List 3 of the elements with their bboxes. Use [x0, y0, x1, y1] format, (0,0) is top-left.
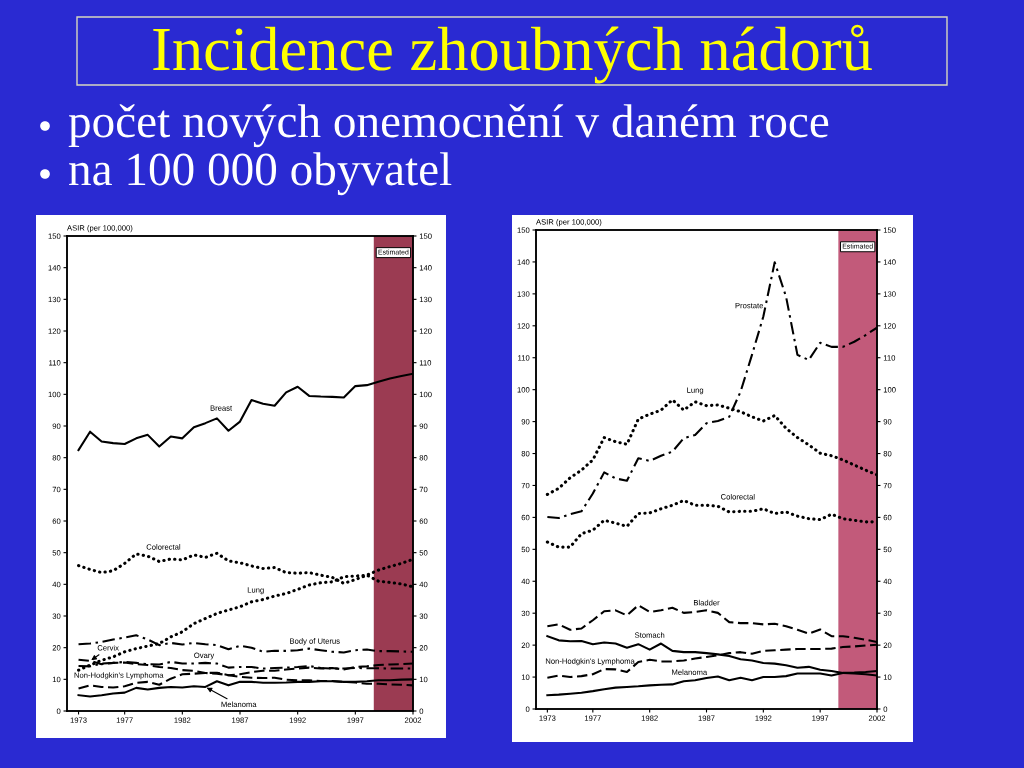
text: Incidence zhoubných nádorů	[153, 24, 872, 84]
text: počet nových onemocnění v daném roce	[68, 104, 829, 148]
text: na 100 000 obyvatel	[69, 152, 452, 196]
